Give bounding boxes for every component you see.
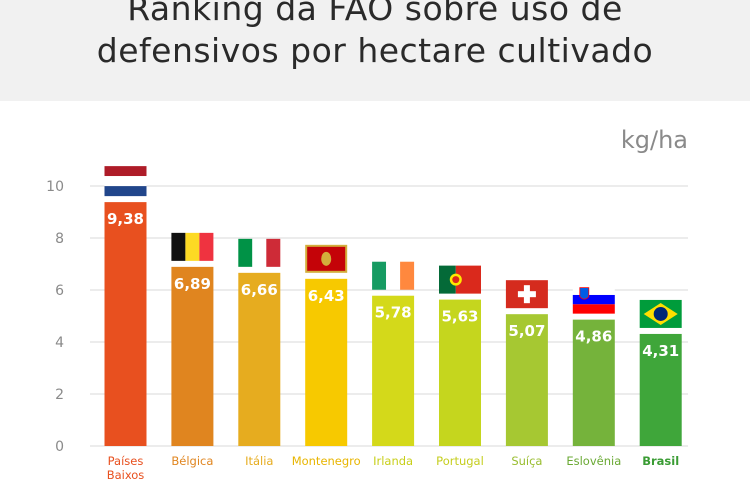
- italy-flag-icon: [238, 238, 281, 267]
- x-category-label-line: Eslovênia: [566, 454, 621, 468]
- x-category-label-line: Montenegro: [292, 454, 361, 468]
- x-category-label: Itália: [245, 454, 273, 468]
- y-tick-label: 6: [55, 283, 64, 299]
- bar: [104, 202, 147, 446]
- slovenia-flag-icon: [572, 285, 615, 314]
- bar: [439, 299, 481, 446]
- bar-value-label: 5,07: [508, 322, 545, 340]
- chart-title-line-1: Ranking da FAO sobre uso de: [127, 0, 623, 28]
- bar: [238, 272, 281, 446]
- chart-title: Ranking da FAO sobre uso de defensivos p…: [0, 0, 750, 72]
- y-tick-label: 8: [55, 231, 64, 247]
- y-tick-label: 4: [55, 335, 64, 351]
- bar-value-label: 6,66: [241, 281, 278, 299]
- bar-value-label: 9,38: [107, 210, 144, 228]
- x-category-label-line: Itália: [245, 454, 273, 468]
- brazil-flag-icon: [639, 299, 682, 328]
- chart-title-line-2: defensivos por hectare cultivado: [96, 31, 654, 70]
- ireland-flag-icon: [372, 261, 415, 290]
- bar: [372, 295, 415, 446]
- portugal-flag-icon: [439, 265, 481, 294]
- x-category-label-line: Brasil: [642, 454, 679, 468]
- x-category-label: Suíça: [511, 454, 542, 468]
- x-category-label-line: Baixos: [107, 468, 145, 482]
- title-band: [0, 0, 750, 101]
- x-category-label-line: Suíça: [511, 454, 542, 468]
- x-category-label-line: Irlanda: [373, 454, 413, 468]
- x-category-label: Países Baixos: [107, 454, 145, 482]
- x-category-label: Portugal: [436, 454, 484, 468]
- unit-label: kg/ha: [620, 126, 688, 154]
- y-tick-label: 0: [55, 439, 64, 455]
- bar: [171, 266, 214, 446]
- bar: [505, 314, 548, 446]
- switzerland-flag-icon: [505, 280, 548, 309]
- netherlands-flag-icon: [104, 166, 147, 197]
- x-category-label-line: Bélgica: [171, 454, 213, 468]
- bar: [572, 319, 615, 446]
- belgium-flag-icon: [171, 232, 214, 261]
- x-category-label: Bélgica: [171, 454, 213, 468]
- x-category-label-line: Países: [108, 454, 144, 468]
- montenegro-flag-icon: [305, 244, 348, 273]
- bar-value-label: 5,63: [441, 308, 478, 326]
- x-category-label-line: Portugal: [436, 454, 484, 468]
- x-category-label: Brasil: [642, 454, 679, 468]
- y-tick-label: 2: [55, 387, 64, 403]
- bar-value-label: 5,78: [375, 304, 412, 322]
- bar: [305, 278, 348, 446]
- bar: [639, 333, 682, 446]
- x-category-label: Irlanda: [373, 454, 413, 468]
- x-category-label: Eslovênia: [566, 454, 621, 468]
- bar-value-label: 4,31: [642, 342, 679, 360]
- bar-value-label: 4,86: [575, 328, 612, 346]
- bar-value-label: 6,89: [174, 275, 211, 293]
- x-category-label: Montenegro: [292, 454, 361, 468]
- bar-value-label: 6,43: [308, 287, 345, 305]
- y-tick-label: 10: [46, 179, 64, 195]
